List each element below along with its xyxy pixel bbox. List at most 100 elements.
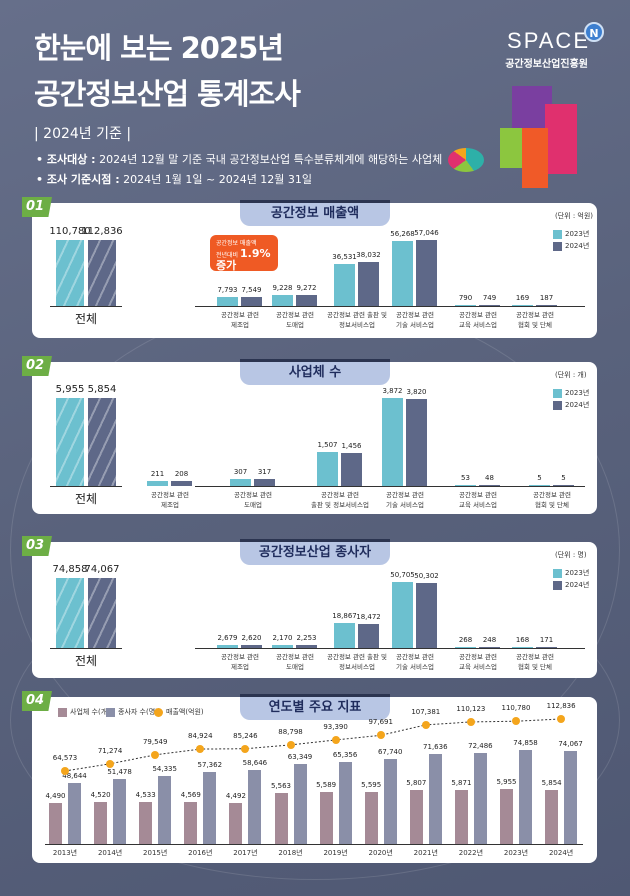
unit-label: (단위 : 억원) [555,212,594,220]
sales-point [151,750,160,759]
bar-2023 [147,481,168,486]
section-title: 공간정보산업 종사자 [240,539,390,565]
total-value: 110,780 [49,226,91,237]
sales-point [376,731,385,740]
bar-2023 [230,479,251,486]
bar-value-label: 5 [537,473,542,482]
bar-value-label: 50,302 [414,571,439,580]
legend-item-2024: 2024년 [553,400,589,410]
legend-item: 사업체 수(개) [58,707,110,717]
bar-value-label: 5 [561,473,566,482]
bar-value-label: 50,705 [390,571,415,579]
bar-value-label: 56,268 [390,229,415,238]
employees-value: 72,486 [468,741,493,750]
section-business-card [32,362,597,514]
bar-2023 [455,646,476,648]
section-number-badge: 02 [22,356,52,376]
bar-value-label: 3,820 [406,388,427,397]
bar-value-label: 2,679 [217,633,238,642]
employees-value: 74,858 [513,739,538,747]
bar-2023 [392,582,413,648]
sales-growth-callout: 공간정보 매출액 전년대비 1.9% 증가 [210,235,278,271]
employees-bar [428,754,442,844]
employees-bar [293,764,307,844]
sales-value: 88,798 [278,727,303,736]
employees-value: 57,362 [197,760,223,769]
total-bar-2024 [88,578,116,648]
sales-point [466,717,475,726]
bar-2023 [334,623,355,648]
bar-2024 [296,645,317,648]
employees-value: 65,356 [332,750,358,759]
total-bar-2023 [56,578,84,648]
bar-value-label: 7,793 [217,285,238,294]
business-value: 5,563 [270,781,292,790]
sales-value: 64,573 [52,754,78,762]
bar-2023 [455,304,476,306]
total-value: 74,067 [84,564,120,575]
category-label: 공간정보 관련 기술 서비스업 [396,311,434,329]
bar-2024 [479,646,500,648]
employees-bar [519,750,532,844]
decorative-cube-icon [545,104,577,174]
legend-swatch [553,568,562,578]
category-label: 공간정보 관련 교육 서비스업 [459,491,497,509]
bar-2024 [479,304,500,306]
bar-value-label: 187 [539,293,554,302]
bar-value-label: 171 [539,635,554,644]
bar-value-label: 9,228 [272,284,293,293]
title-line1: 한눈에 보는 2025년 [34,31,284,65]
total-value: 5,854 [87,384,117,395]
year-label: 2013년 [52,849,78,857]
category-label: 공간정보 관련 출판 및 정보서비스업 [326,653,388,671]
category-label: 공간정보 관련 출판 및 정보서비스업 [326,311,388,329]
bar-2024 [341,452,362,486]
business-bar [500,789,513,844]
category-label: 공간정보 관련 협회 및 단체 [516,311,554,329]
total-baseline [50,306,122,307]
bar-value-label: 53 [461,473,470,482]
total-label: 전체 [74,654,98,668]
year-label: 2021년 [413,849,438,857]
legend-label: 2024년 [565,242,590,250]
bar-value-label: 7,549 [241,286,262,295]
category-label: 공간정보 관련 교육 서비스업 [459,311,497,329]
employees-bar [338,761,352,844]
employees-bar [113,779,127,844]
title-line2: 공간정보산업 통계조사 [34,77,301,111]
bar-value-label: 790 [458,293,473,302]
bar-2023 [334,263,355,306]
decorative-cube-icon [522,128,548,188]
legend-item-2023: 2023년 [553,388,589,398]
legend-swatch [553,400,562,410]
bar-value-label: 18,472 [356,612,381,621]
total-value: 5,955 [55,384,85,395]
survey-period-label: • 조사 기준시점 : [36,173,120,186]
employees-value: 63,349 [287,753,313,762]
bar-2024 [296,295,317,306]
employees-bar [248,770,262,844]
bar-2024 [553,484,574,486]
bar-value-label: 38,032 [356,250,381,259]
total-bar-2024 [88,240,116,306]
bar-value-label: 208 [174,470,189,479]
bar-value-label: 168 [515,635,530,644]
basis-year: | 2024년 기준 | [34,126,132,142]
bar-value-label: 18,867 [332,612,357,621]
legend-swatch [154,707,163,717]
year-label: 2016년 [188,849,213,857]
year-label: 2023년 [503,849,529,857]
category-label: 공간정보 관련 출판 및 정보서비스업 [311,491,369,509]
bar-value-label: 1,507 [317,440,338,449]
bar-value-label: 317 [257,467,272,476]
category-label: 공간정보 관련 도매업 [276,311,314,329]
employees-value: 71,636 [423,743,448,752]
bar-value-label: 169 [515,293,530,302]
sales-value: 110,780 [501,704,531,713]
bar-2024 [479,484,500,486]
legend-label: 매출액(억원) [166,708,204,716]
logo-badge: N [584,22,604,42]
business-bar [274,792,288,844]
business-value: 5,589 [316,781,337,790]
employees-value: 74,067 [558,739,583,748]
